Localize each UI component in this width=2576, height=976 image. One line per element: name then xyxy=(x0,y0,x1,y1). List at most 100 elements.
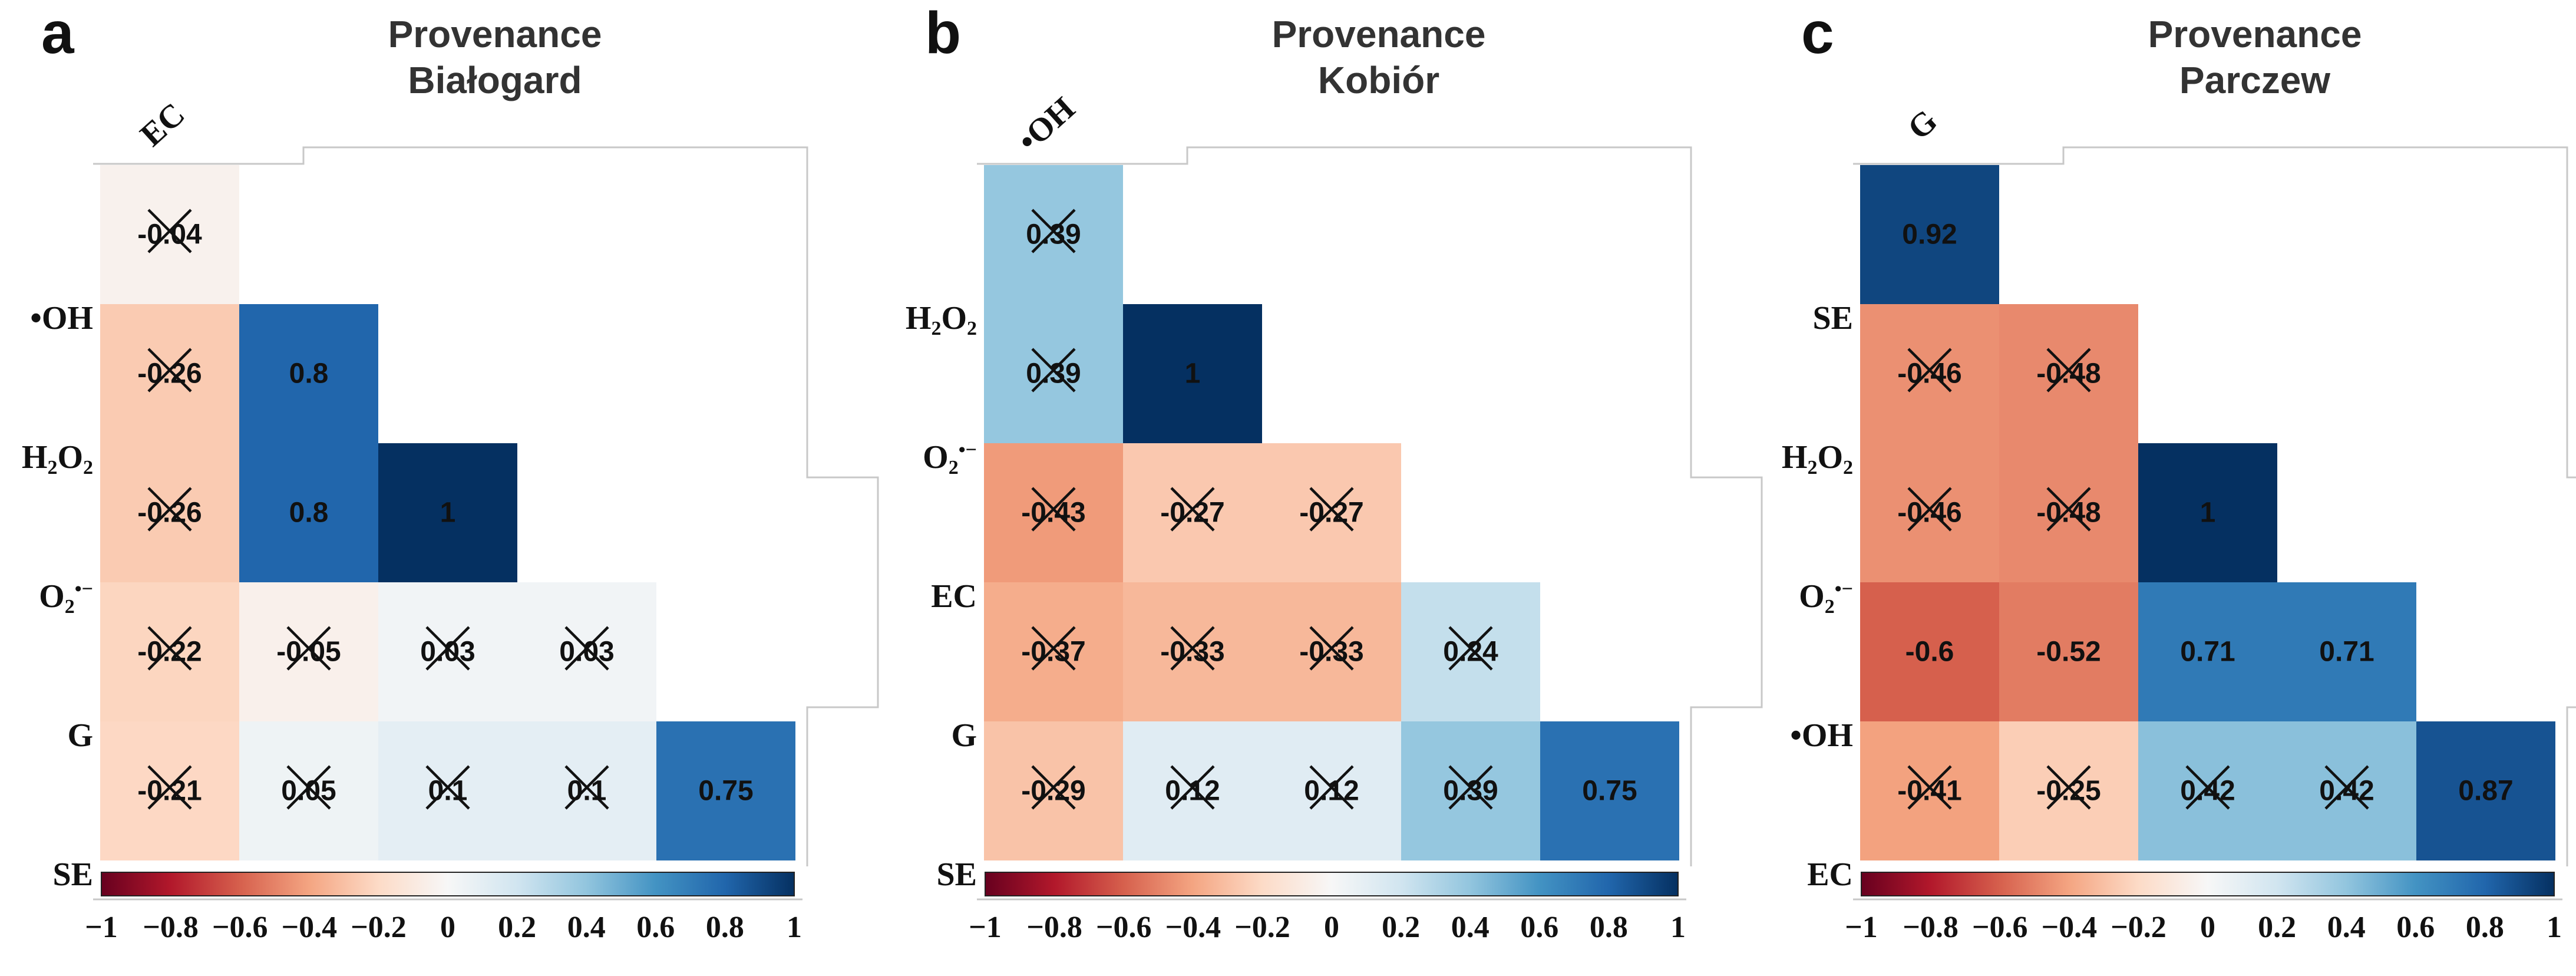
heatmap-cell xyxy=(2277,582,2416,721)
heatmap-cell xyxy=(984,304,1123,443)
panel-letter: a xyxy=(41,0,75,66)
heatmap-cell xyxy=(1262,582,1401,721)
cell-value-label: -0.41 xyxy=(1897,776,1961,807)
cell-value-label: 0.03 xyxy=(559,637,614,668)
insignificant-cross-mark xyxy=(1031,487,1076,532)
colorbar-tick-label: 0.6 xyxy=(2396,911,2435,944)
cell-value-label: 0.12 xyxy=(1165,776,1220,807)
cell-value-label: -0.33 xyxy=(1160,637,1224,668)
insignificant-cross-mark xyxy=(1031,348,1076,393)
row-label-oh: •OH xyxy=(1790,717,1853,754)
panel-title-line: Provenance xyxy=(388,13,602,55)
heatmap-cell xyxy=(1860,582,1999,721)
heatmap-cell xyxy=(1540,721,1679,860)
insignificant-cross-mark xyxy=(2046,487,2091,532)
insignificant-cross-mark xyxy=(1170,487,1215,532)
heatmap-cell xyxy=(2277,721,2416,860)
panel-title-line: Białogard xyxy=(408,59,582,101)
cell-value-label: -0.26 xyxy=(137,497,202,529)
colorbar-tick-label: −0.8 xyxy=(1026,911,1082,944)
colorbar-tick-label: −0.6 xyxy=(1096,911,1152,944)
heatmap-cell xyxy=(1860,304,1999,443)
panel-outline xyxy=(977,146,1763,866)
row-label-ec: EC xyxy=(931,578,977,615)
cell-value-label: 1 xyxy=(1185,358,1201,390)
heatmap-cell xyxy=(1860,721,1999,860)
heatmap-cell xyxy=(100,443,239,582)
colorbar-tick-label: −0.2 xyxy=(1234,911,1290,944)
cell-value-label: 0.39 xyxy=(1026,219,1081,250)
insignificant-cross-mark xyxy=(425,765,470,810)
row-label-h2o2: H2O2 xyxy=(906,300,977,339)
heatmap-cell xyxy=(2138,721,2277,860)
heatmap-cell xyxy=(1860,165,1999,304)
heatmap-cell xyxy=(1123,721,1262,860)
heatmap-cell xyxy=(100,582,239,721)
colorbar-tick-label: 0.4 xyxy=(1451,911,1490,944)
colorbar-tick-label: −0.8 xyxy=(143,911,199,944)
heatmap-cell xyxy=(1999,721,2138,860)
cell-value-label: 0.05 xyxy=(281,776,336,807)
insignificant-cross-mark xyxy=(1170,626,1215,671)
cell-value-label: 0.39 xyxy=(1443,776,1498,807)
heatmap-cell xyxy=(1123,304,1262,443)
panel-title-line: Kobiór xyxy=(1318,59,1439,101)
colorbar-tick-label: 0 xyxy=(1324,911,1339,944)
cell-value-label: -0.22 xyxy=(137,637,202,668)
colorbar xyxy=(101,872,795,896)
row-label-o2: O2•− xyxy=(39,578,93,618)
insignificant-cross-mark xyxy=(1031,626,1076,671)
cell-value-label: 0.42 xyxy=(2319,776,2374,807)
cell-value-label: -0.05 xyxy=(276,637,341,668)
heatmap-cell xyxy=(984,582,1123,721)
insignificant-cross-mark xyxy=(1448,626,1493,671)
cell-value-label: -0.37 xyxy=(1021,637,1085,668)
heatmap-cell xyxy=(1123,582,1262,721)
heatmap-cell xyxy=(1401,582,1540,721)
panel-title-line: Parczew xyxy=(2179,59,2330,101)
colorbar-tick-label: −0.4 xyxy=(2041,911,2097,944)
cell-value-label: 0.8 xyxy=(289,497,329,529)
colorbar-tick-label: 0.4 xyxy=(2327,911,2366,944)
cell-value-label: 0.87 xyxy=(2458,776,2513,807)
panel-c: cProvenanceParczewGSEH2O2O2•−•OHECSEH2O2… xyxy=(1782,0,2576,944)
colorbar-tick-label: −0.4 xyxy=(281,911,337,944)
heatmap-cell xyxy=(239,582,378,721)
row-label-o2: O2•− xyxy=(1799,578,1853,618)
cell-value-label: -0.6 xyxy=(1905,637,1954,668)
cell-value-label: 0.12 xyxy=(1304,776,1359,807)
insignificant-cross-mark xyxy=(2046,765,2091,810)
row-label-oh: •OH xyxy=(30,300,93,337)
heatmap-cell xyxy=(100,721,239,860)
heatmap-cell xyxy=(1262,721,1401,860)
row-label-h2o2: H2O2 xyxy=(22,439,93,479)
colorbar-tick-label: −0.6 xyxy=(1972,911,2028,944)
cell-value-label: 0.71 xyxy=(2180,637,2235,668)
insignificant-cross-mark xyxy=(564,626,609,671)
colorbar-tick-label: 0.4 xyxy=(567,911,606,944)
heatmap-cell xyxy=(1401,721,1540,860)
cell-value-label: -0.29 xyxy=(1021,776,1085,807)
cell-value-label: 0.42 xyxy=(2180,776,2235,807)
insignificant-cross-mark xyxy=(286,765,331,810)
insignificant-cross-mark xyxy=(286,626,331,671)
heatmap-cell xyxy=(100,165,239,304)
panel-title-line: Provenance xyxy=(1272,13,1486,55)
colorbar-tick-label: 1 xyxy=(1670,911,1686,944)
colorbar-tick-label: 0 xyxy=(2200,911,2215,944)
colorbar-tick-label: 1 xyxy=(787,911,802,944)
insignificant-cross-mark xyxy=(425,626,470,671)
colorbar-tick-label: −0.2 xyxy=(351,911,407,944)
row-label-ec: EC xyxy=(1807,856,1853,893)
heatmap-cell xyxy=(1999,304,2138,443)
colorbar-tick-label: 0.8 xyxy=(706,911,744,944)
insignificant-cross-mark xyxy=(147,765,192,810)
cell-value-label: -0.27 xyxy=(1299,497,1363,529)
heatmap-cell xyxy=(517,582,656,721)
cell-value-label: -0.48 xyxy=(2036,497,2101,529)
colorbar-tick-label: −1 xyxy=(1845,911,1878,944)
colorbar-tick-label: −0.6 xyxy=(212,911,268,944)
heatmap-cell xyxy=(239,443,378,582)
colorbar-tick-label: −1 xyxy=(969,911,1002,944)
